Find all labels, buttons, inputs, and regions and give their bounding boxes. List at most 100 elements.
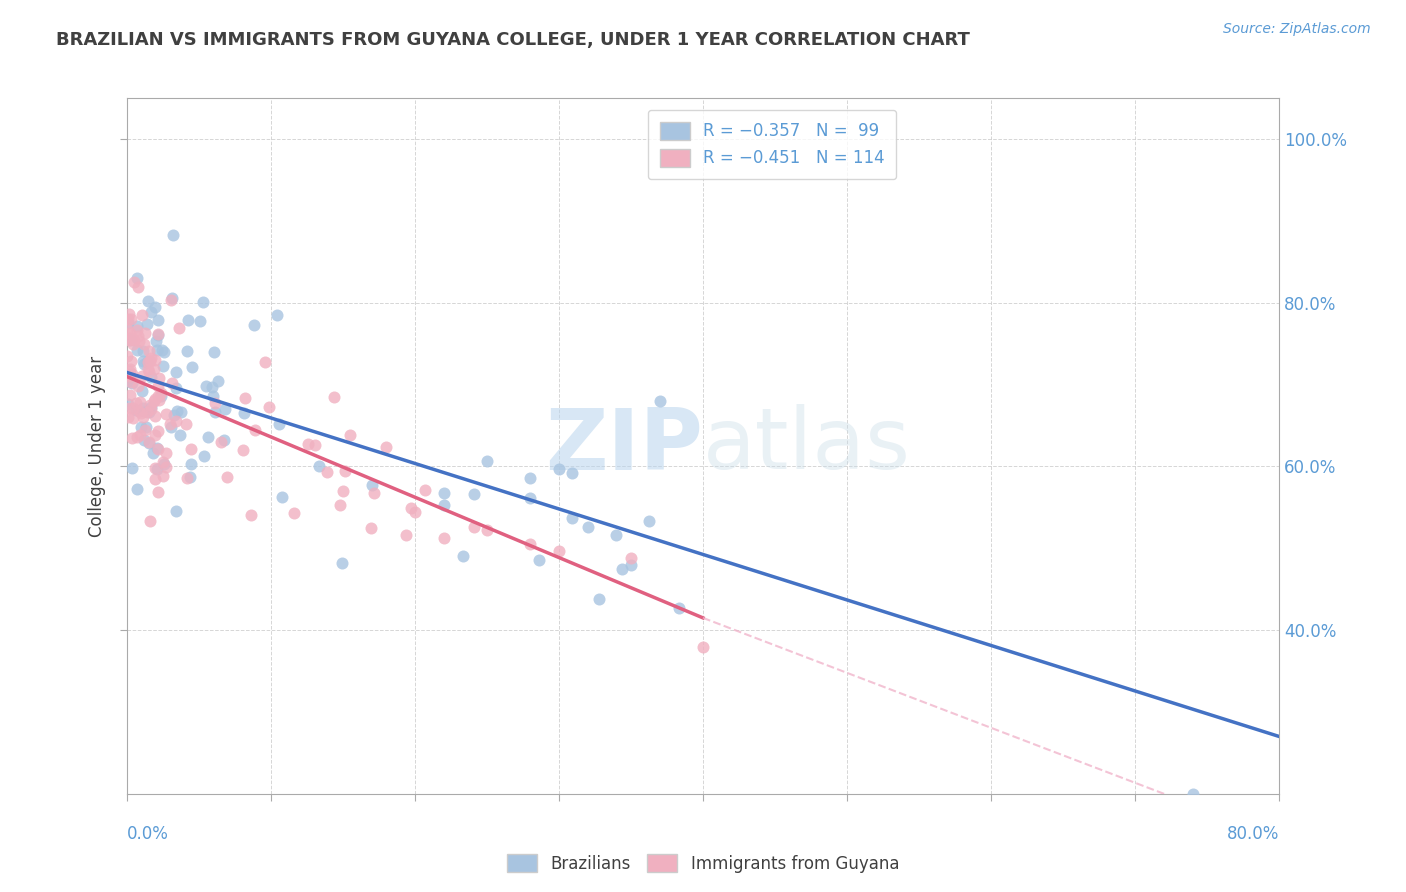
Point	[120, 375, 142, 389]
Point	[404, 505, 426, 519]
Point	[204, 405, 226, 419]
Point	[136, 405, 159, 419]
Point	[146, 379, 169, 393]
Point	[143, 394, 166, 409]
Point	[121, 376, 143, 391]
Point	[169, 428, 191, 442]
Point	[139, 305, 162, 319]
Point	[451, 549, 474, 563]
Point	[167, 321, 190, 335]
Point	[135, 355, 157, 369]
Point	[315, 465, 337, 479]
Point	[152, 468, 174, 483]
Point	[233, 391, 256, 405]
Point	[692, 640, 714, 654]
Point	[115, 368, 138, 382]
Point	[638, 514, 661, 528]
Point	[360, 477, 382, 491]
Point	[283, 507, 305, 521]
Point	[117, 370, 139, 384]
Point	[155, 408, 177, 422]
Point	[136, 294, 159, 309]
Point	[138, 514, 160, 528]
Point	[125, 343, 148, 358]
Point	[143, 428, 166, 442]
Point	[176, 471, 198, 485]
Point	[395, 528, 418, 542]
Point	[118, 307, 141, 321]
Point	[139, 369, 162, 384]
Point	[149, 389, 172, 403]
Point	[128, 394, 150, 409]
Point	[162, 408, 184, 422]
Point	[180, 458, 202, 472]
Point	[620, 558, 643, 572]
Point	[176, 344, 198, 359]
Point	[115, 322, 138, 336]
Point	[165, 504, 187, 518]
Point	[127, 379, 149, 393]
Point	[202, 345, 225, 359]
Point	[146, 389, 169, 403]
Point	[160, 376, 183, 391]
Point	[120, 333, 142, 347]
Point	[120, 354, 142, 368]
Point	[193, 449, 215, 463]
Point	[433, 486, 456, 500]
Point	[143, 472, 166, 486]
Point	[117, 311, 139, 326]
Point	[162, 291, 184, 305]
Point	[146, 442, 169, 456]
Point	[165, 381, 187, 395]
Point	[257, 400, 280, 414]
Point	[519, 491, 541, 505]
Point	[207, 374, 229, 388]
Point	[117, 316, 139, 330]
Point	[134, 326, 156, 340]
Point	[143, 352, 166, 367]
Point	[271, 490, 294, 504]
Point	[304, 438, 326, 452]
Point	[122, 401, 145, 415]
Point	[374, 440, 398, 454]
Point	[117, 401, 139, 415]
Point	[165, 365, 187, 379]
Point	[134, 423, 156, 437]
Point	[118, 333, 141, 347]
Point	[121, 431, 143, 445]
Point	[131, 309, 153, 323]
Point	[363, 485, 385, 500]
Point	[136, 318, 159, 332]
Point	[329, 499, 352, 513]
Point	[548, 461, 571, 475]
Point	[148, 485, 170, 500]
Point	[146, 327, 169, 342]
Point	[127, 329, 149, 343]
Point	[648, 394, 671, 409]
Point	[179, 470, 201, 484]
Point	[152, 359, 174, 374]
Point	[561, 511, 583, 525]
Point	[297, 437, 319, 451]
Point	[308, 458, 330, 473]
Point	[148, 371, 170, 385]
Point	[146, 328, 169, 343]
Point	[162, 227, 184, 242]
Point	[117, 409, 139, 424]
Point	[519, 471, 541, 485]
Point	[413, 483, 436, 497]
Point	[139, 351, 162, 366]
Point	[138, 365, 160, 379]
Point	[201, 389, 224, 403]
Point	[245, 423, 267, 437]
Point	[139, 401, 162, 416]
Point	[138, 343, 160, 358]
Point	[197, 430, 219, 444]
Point	[253, 355, 276, 369]
Point	[146, 343, 169, 358]
Point	[165, 414, 187, 428]
Point	[215, 470, 238, 484]
Legend: R = −0.357   N =  99, R = −0.451   N = 114: R = −0.357 N = 99, R = −0.451 N = 114	[648, 110, 896, 179]
Point	[115, 349, 138, 363]
Point	[561, 466, 583, 480]
